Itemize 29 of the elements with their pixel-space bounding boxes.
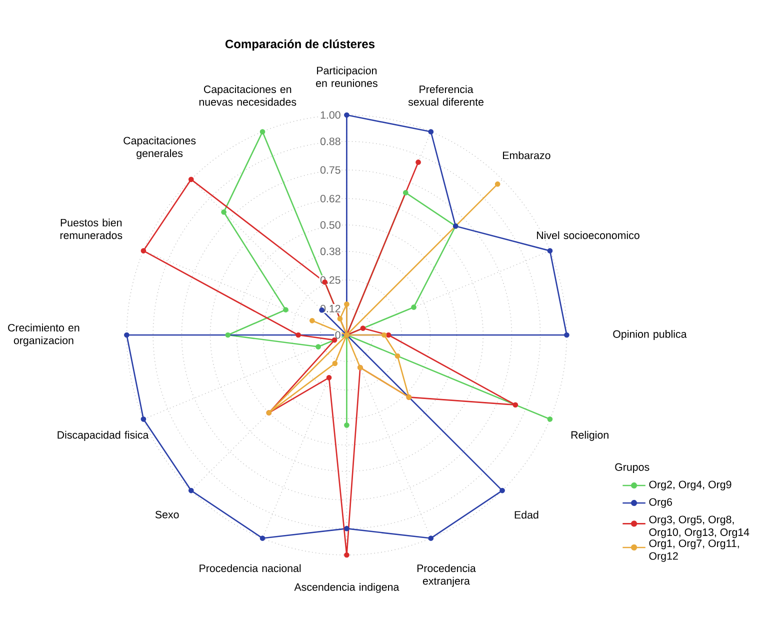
spoke-label: Preferencia sexual diferente [408, 85, 484, 106]
legend-title: Grupos [615, 463, 650, 473]
chart-title: Comparación de clústeres [225, 39, 375, 51]
y-tick-label: 0.75 [320, 166, 340, 174]
spoke-label: Discapacidad fisica [58, 430, 149, 441]
legend-label: Org1, Org7, Org11, Org12 [649, 540, 739, 562]
y-tick-label: 0.38 [320, 248, 340, 256]
legend-label: Org2, Org4, Org9 [649, 480, 732, 490]
spoke-label: Ascendencia indigena [294, 582, 400, 593]
y-tick-label: 1.00 [320, 111, 340, 119]
spoke-label: Procedencia extranjera [417, 564, 476, 587]
y-tick-label: 0.88 [320, 138, 340, 146]
spoke-label: Sexo [155, 510, 179, 518]
legend-label: Org6 [649, 498, 672, 508]
y-tick-label: 0 [335, 331, 340, 339]
spoke-label: Puestos bien remunerados [60, 218, 122, 240]
legend-label: Org3, Org5, Org8, Org10, Org13, Org14 [649, 516, 750, 538]
spoke-label: Nivel socioeconomico [537, 231, 640, 240]
spoke-label: Embarazo [503, 151, 550, 160]
spoke-label: Participacion en reuniones [316, 66, 378, 87]
spoke-label: Capacitaciones generales [124, 136, 196, 160]
spoke-label: Capacitaciones en nuevas necesidades [199, 85, 296, 106]
spoke-label: Procedencia nacional [200, 564, 301, 572]
spoke-label: Religion [571, 430, 608, 441]
y-tick-label: 0.62 [320, 194, 340, 202]
spoke-label: Edad [514, 510, 538, 519]
spoke-label: Opinion publica [613, 330, 687, 340]
y-tick-label: 0.50 [320, 221, 340, 229]
spoke-label: Crecimiento en organizacion [8, 324, 80, 346]
